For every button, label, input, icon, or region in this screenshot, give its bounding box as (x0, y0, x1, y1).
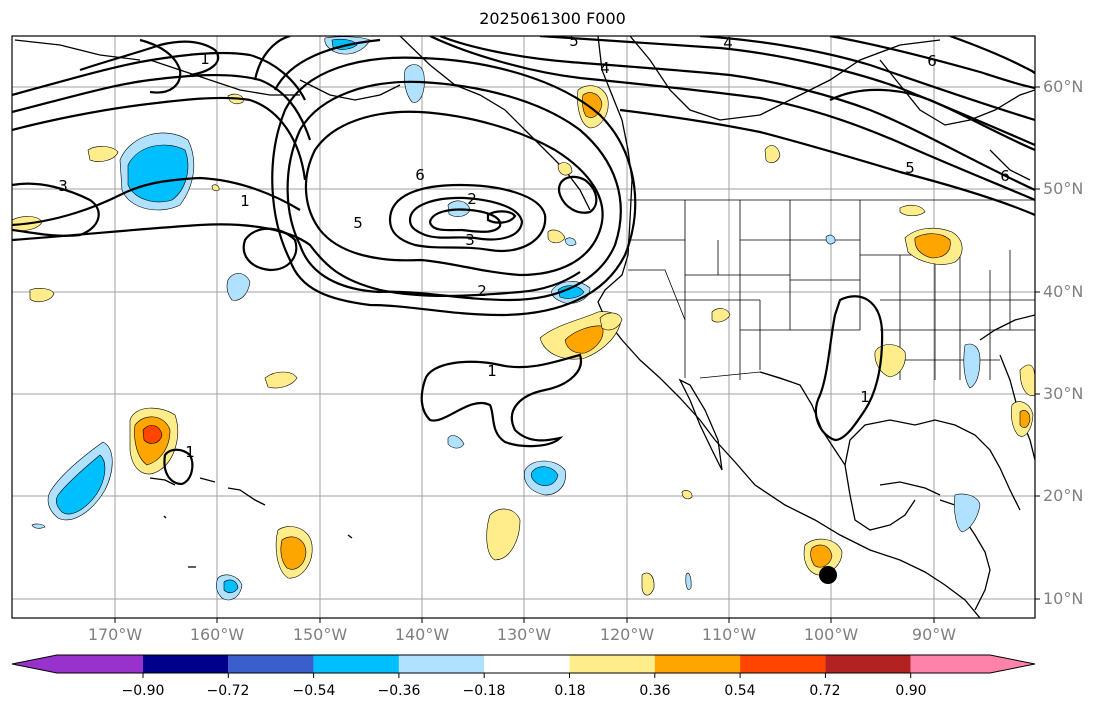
contour-label: 1 (185, 443, 195, 461)
location-marker (819, 566, 837, 584)
lon-label: 120°W (599, 625, 655, 644)
contour-label: 1 (860, 388, 870, 406)
contour-label: 5 (569, 32, 579, 50)
contour-label: 4 (723, 34, 733, 52)
lon-label: 100°W (803, 625, 859, 644)
colorbar-tick-label: 0.36 (639, 683, 671, 699)
lat-label: 10°N (1043, 589, 1084, 608)
colorbar-segment (228, 655, 314, 673)
colorbar-tick-label: −0.18 (462, 683, 506, 699)
colorbar (11, 654, 1036, 678)
lat-label: 40°N (1043, 282, 1084, 301)
lon-label: 160°W (189, 625, 245, 644)
contour-label: 4 (600, 59, 610, 77)
colorbar-segment (398, 655, 485, 673)
contour-label: 6 (1000, 167, 1010, 185)
lat-label: 50°N (1043, 179, 1084, 198)
contour-label: 3 (465, 231, 475, 249)
colorbar-segment (484, 655, 570, 673)
lat-label: 60°N (1043, 77, 1084, 96)
lon-label: 170°W (87, 625, 143, 644)
coastlines (14, 36, 1035, 618)
contour-label: 5 (353, 214, 363, 232)
contour-lines (12, 36, 1035, 486)
lon-label: 130°W (496, 625, 552, 644)
colorbar-tick-label: 0.72 (809, 683, 841, 699)
colorbar-extend-high (910, 655, 1035, 673)
contour-label: 2 (477, 282, 487, 300)
colorbar-extend-low (12, 655, 143, 673)
contour-label: 6 (927, 52, 937, 70)
contour-label: 1 (487, 362, 497, 380)
contour-label: 6 (415, 166, 425, 184)
colorbar-segment (569, 655, 655, 673)
lon-label: 90°W (911, 625, 957, 644)
contour-label: 1 (240, 192, 250, 210)
gridlines (12, 36, 1035, 618)
negative-anomaly-shading (31, 36, 981, 601)
tick-marks (114, 86, 1040, 623)
contour-label: 2 (467, 190, 477, 208)
colorbar-tick-label: −0.72 (206, 683, 250, 699)
map-title: 2025061300 F000 (479, 9, 626, 28)
colorbar-tick-label: −0.36 (377, 683, 421, 699)
contour-label: 3 (58, 177, 68, 195)
colorbar-segment (654, 655, 741, 673)
contour-label: 5 (905, 159, 915, 177)
lat-label: 20°N (1043, 486, 1084, 505)
lon-label: 140°W (394, 625, 450, 644)
lat-label: 30°N (1043, 384, 1084, 403)
colorbar-segment (740, 655, 826, 673)
colorbar-tick-label: 0.54 (724, 683, 756, 699)
lon-label: 150°W (292, 625, 348, 644)
colorbar-segment (143, 655, 229, 673)
colorbar-tick-label: 0.90 (895, 683, 927, 699)
colorbar-tick-label: −0.90 (121, 683, 165, 699)
colorbar-segment (313, 655, 399, 673)
colorbar-segment (825, 655, 911, 673)
contour-labels: 1 2 3 4 5 6 1 2 3 4 5 6 5 6 1 1 1 (58, 32, 1010, 461)
contour-label: 1 (200, 50, 210, 68)
colorbar-tick-label: −0.54 (292, 683, 336, 699)
lon-label: 110°W (701, 625, 757, 644)
colorbar-tick-label: 0.18 (554, 683, 586, 699)
borders (628, 199, 1035, 386)
